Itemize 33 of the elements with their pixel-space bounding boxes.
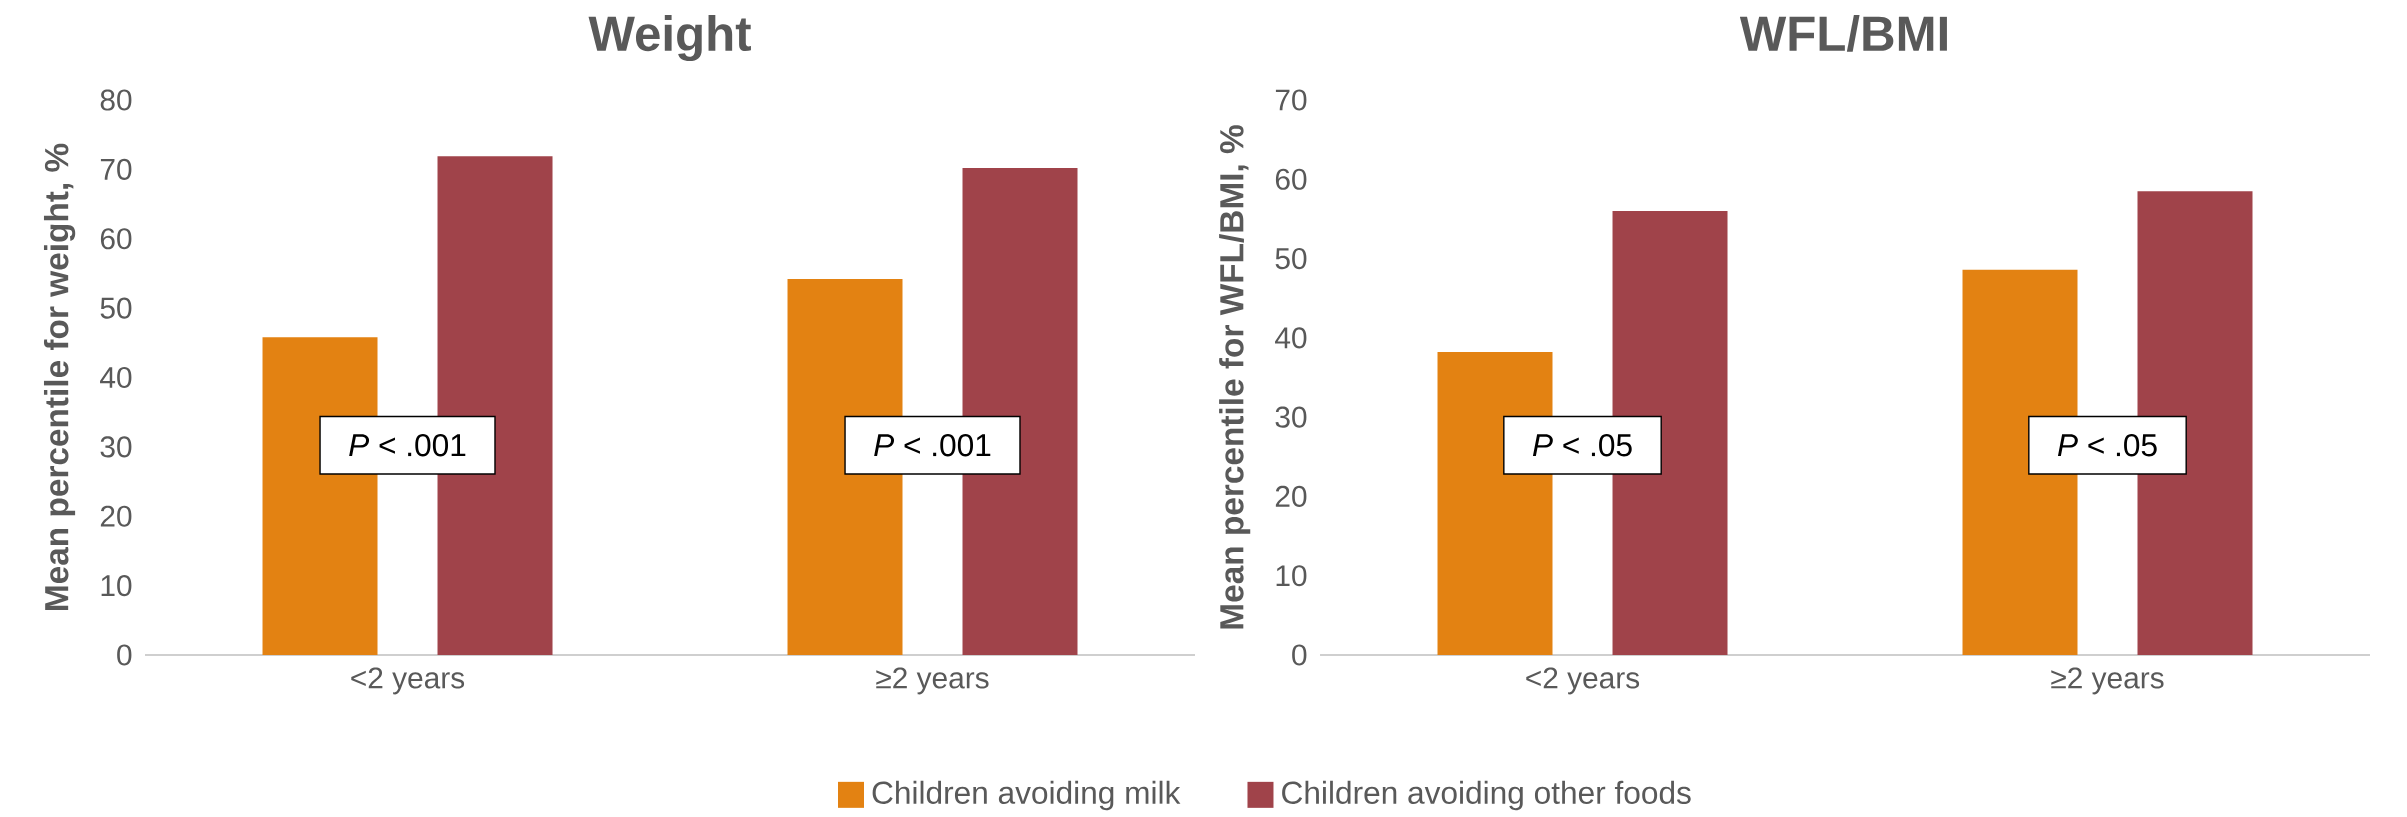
y-tick-label: 70 bbox=[1275, 89, 1307, 111]
y-tick-label: 30 bbox=[100, 436, 132, 458]
y-tick-label: 40 bbox=[100, 366, 132, 389]
y-tick-label: 10 bbox=[1276, 565, 1307, 587]
x-tick-label: <2 years bbox=[351, 667, 465, 695]
annotation: P < .001 bbox=[874, 433, 991, 457]
y-tick-label: 60 bbox=[100, 228, 132, 250]
x-tick-label: ≥2 years bbox=[2051, 667, 2164, 695]
y-tick-label: 40 bbox=[1275, 327, 1307, 349]
chart-title: Weight bbox=[588, 15, 751, 62]
y-axis-title: Mean percentile for weight, % bbox=[43, 143, 76, 610]
y-tick-label: 10 bbox=[101, 575, 132, 597]
y-tick-label: 0 bbox=[1292, 644, 1307, 666]
y-tick-label: 50 bbox=[1275, 248, 1307, 270]
y-tick-label: 80 bbox=[100, 89, 132, 111]
x-tick-label: <2 years bbox=[1526, 667, 1640, 695]
annotation: P < .001 bbox=[349, 433, 466, 457]
annotation: P < .05 bbox=[2057, 433, 2157, 457]
y-tick-label: 70 bbox=[100, 158, 132, 180]
y-tick-label: 50 bbox=[100, 297, 132, 319]
y-tick-label: 20 bbox=[100, 505, 132, 527]
y-tick-label: 30 bbox=[1275, 406, 1307, 428]
x-tick-label: ≥2 years bbox=[876, 667, 989, 695]
y-axis-title: Mean percentile for WFL/BMI, % bbox=[1219, 125, 1251, 629]
annotation: P < .05 bbox=[1532, 433, 1632, 457]
y-tick-label: 20 bbox=[1275, 485, 1307, 507]
y-tick-label: 60 bbox=[1275, 168, 1307, 190]
bar bbox=[1962, 269, 2078, 655]
chart-title: WFL/BMI bbox=[1739, 15, 1947, 52]
y-tick-label: 0 bbox=[117, 644, 132, 666]
legend-label: Children avoiding other foods bbox=[1282, 780, 1691, 811]
bar bbox=[1437, 352, 1553, 655]
legend-label: Children avoiding milk bbox=[872, 780, 1181, 811]
